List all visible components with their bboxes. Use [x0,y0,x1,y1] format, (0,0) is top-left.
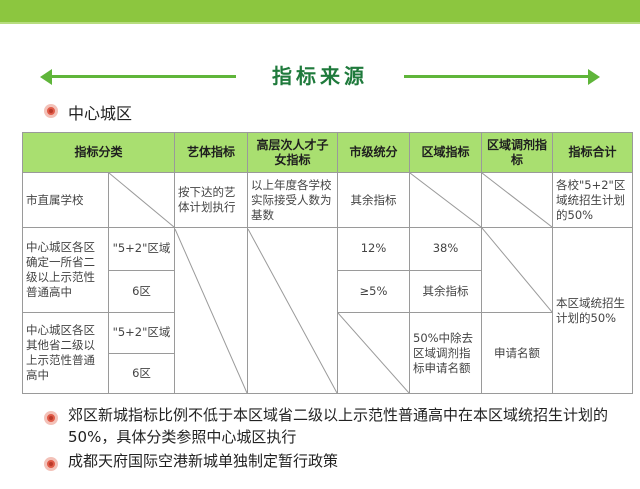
note-airport: 成都天府国际空港新城单独制定暂行政策 [68,452,339,470]
note-suburb: 郊区新城指标比例不低于本区域省二级以上示范性普通高中在本区域统招生计划的50%，… [68,406,609,446]
row1-talent: 以上年度各学校实际接受人数为基数 [247,172,338,228]
title-line-right [404,75,594,78]
diagonal-icon [338,313,409,393]
group-b-sub2: 6区 [108,352,175,394]
group-a-city1: 12% [337,227,410,271]
top-bar [0,0,640,22]
group-a-label: 中心城区各区确定一所省二级以上示范性普通高中 [22,227,109,313]
header-category: 指标分类 [22,132,175,173]
header-city: 市级统分 [337,132,410,173]
group-a-region2: 其余指标 [409,269,482,313]
page-title: 指标来源 [272,64,368,88]
group-b-label: 中心城区各区其他省二级以上示范性普通高中 [22,312,109,394]
diagonal-icon [248,228,337,393]
diagonal-icon [410,173,481,227]
diagonal-icon [109,173,174,227]
city-diagonal-cell [337,312,410,394]
diagonal-cell [409,172,482,228]
diagonal-cell [481,172,553,228]
arrow-right-icon [588,69,600,85]
header-arts: 艺体指标 [174,132,248,173]
table-row: 中心城区各区确定一所省二级以上示范性普通高中 "5+2"区域 12% 38% 本… [22,227,633,394]
diagonal-cell [108,172,175,228]
header-region: 区域指标 [409,132,482,173]
bullet-icon [44,457,58,471]
diagonal-icon [482,173,552,227]
title-line-left [46,75,236,78]
title-row: 指标来源 [40,58,600,94]
row1-total: 各校"5+2"区域统招生计划的50% [552,172,633,228]
group-b-adjust: 申请名额 [481,312,553,394]
diagonal-icon [175,228,247,393]
group-a-region1: 38% [409,227,482,271]
table-header-row: 指标分类 艺体指标 高层次人才子女指标 市级统分 区域指标 区域调剂指标 指标合… [22,132,633,173]
group-a-sub1: "5+2"区域 [108,227,175,271]
group-b-region: 50%中除去区域调剂指标申请名额 [409,312,482,394]
bullet-icon [44,104,58,118]
row1-arts: 按下达的艺体计划执行 [174,172,248,228]
row1-category: 市直属学校 [22,172,109,228]
table-row: 市直属学校 按下达的艺体计划执行 以上年度各学校实际接受人数为基数 其余指标 各… [22,172,633,228]
header-adjust: 区域调剂指标 [481,132,553,173]
table-row: 中心城区各区其他省二级以上示范性普通高中 "5+2"区域 50%中除去区域调剂指… [22,312,633,394]
header-total: 指标合计 [552,132,633,173]
group-a-city2: ≥5% [337,269,410,313]
group-a-sub2: 6区 [108,269,175,313]
section-title: 中心城区 [68,104,133,123]
table-row: 6区 ≥5% 其余指标 [23,269,633,313]
top-bar-line [0,22,640,24]
quota-table: 指标分类 艺体指标 高层次人才子女指标 市级统分 区域指标 区域调剂指标 指标合… [22,132,633,394]
bullet-icon [44,411,58,425]
total-merged: 本区域统招生计划的50% [552,227,633,394]
diagonal-icon [482,228,552,312]
adjust-diagonal-cell [481,227,553,313]
talent-diagonal-cell [247,227,338,394]
table-row: 6区 [23,352,633,394]
header-talent: 高层次人才子女指标 [247,132,338,173]
arts-diagonal-cell [174,227,248,394]
group-b-sub1: "5+2"区域 [108,312,175,354]
row1-city: 其余指标 [337,172,410,228]
